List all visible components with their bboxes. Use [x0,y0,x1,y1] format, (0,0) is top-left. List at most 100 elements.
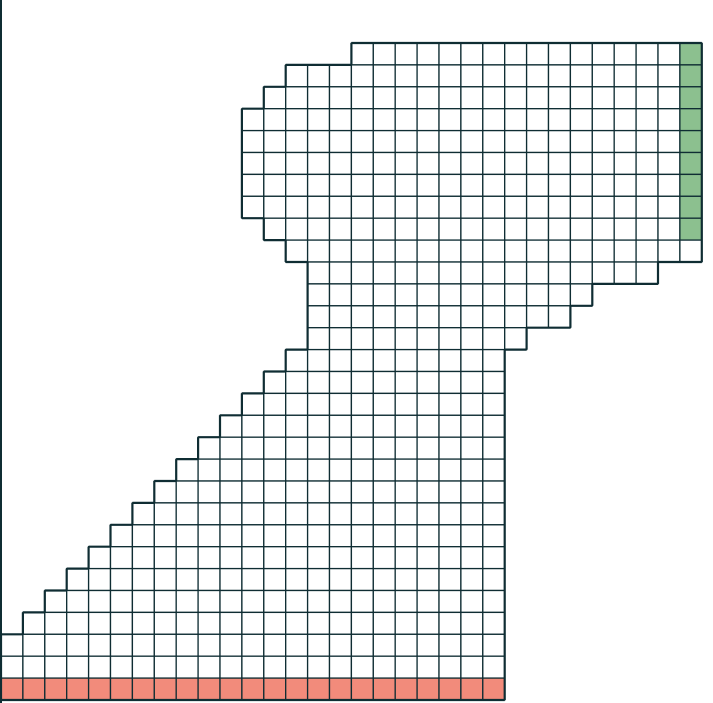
grid-cell [525,305,550,329]
grid-cell [416,151,440,176]
inlet-cell [197,677,221,701]
grid-cell [219,633,243,657]
grid-cell [328,633,353,657]
grid-cell [87,633,112,657]
grid-cell [394,633,418,657]
grid-cell [372,283,396,307]
grid-cell [87,546,112,570]
grid-cell [153,611,177,635]
grid-cell [394,524,418,548]
grid-cell [525,64,550,88]
grid-cell [394,283,418,307]
grid-cell [285,567,309,592]
grid-cell [350,655,374,679]
grid-cell [350,217,374,241]
grid-cell [482,436,506,460]
grid-cell [635,151,659,176]
grid-cell [350,414,374,438]
grid-cell [482,86,506,110]
grid-cell [460,392,484,416]
grid-cell [153,480,177,504]
grid-cell [438,392,462,416]
grid-cell [328,261,353,285]
grid-cell [372,567,396,592]
grid-cell [263,655,287,679]
grid-cell [525,42,550,66]
grid-cell [306,217,331,241]
grid-cell [394,567,418,592]
grid-cell [350,348,374,373]
grid-cell [153,546,177,570]
grid-cell [547,283,572,307]
grid-cell [241,151,265,176]
grid-cell [460,173,484,197]
grid-cell [394,589,418,614]
grid-cell [263,524,287,548]
grid-cell [153,524,177,548]
grid-cell [285,633,309,657]
grid-cell [525,217,550,241]
grid-cell [416,239,440,263]
grid-cell [372,261,396,285]
grid-cell [328,86,353,110]
grid-cell [263,414,287,438]
grid-cell [241,195,265,219]
grid-cell [241,458,265,482]
grid-cell [306,546,331,570]
grid-cell [241,108,265,132]
grid-cell [591,129,615,154]
grid-cell [569,129,593,154]
grid-cell [591,239,615,263]
grid-cell [460,633,484,657]
grid-cell [350,370,374,395]
grid-cell [416,86,440,110]
grid-cell [372,524,396,548]
grid-cell [613,42,637,66]
grid-cell [241,173,265,197]
grid-cell [372,64,396,88]
grid-cell [438,567,462,592]
grid-cell [460,502,484,526]
grid-cell [482,392,506,416]
grid-cell [263,86,287,110]
grid-cell [635,173,659,197]
grid-cell [482,348,506,373]
grid-cell [328,567,353,592]
grid-cell [350,42,374,66]
grid-cell [306,414,331,438]
grid-cell [438,86,462,110]
grid-cell [635,42,659,66]
grid-cell [219,589,243,614]
grid-cell [416,436,440,460]
inlet-cell [372,677,396,701]
grid-cell [482,370,506,395]
grid-cell [504,261,528,285]
grid-cell [525,151,550,176]
grid-cell [438,261,462,285]
grid-cell [482,655,506,679]
grid-cell [350,392,374,416]
grid-cell [328,655,353,679]
grid-cell [285,655,309,679]
grid-cell [306,239,331,263]
grid-cell [372,480,396,504]
grid-cell [328,108,353,132]
grid-cell [525,173,550,197]
inlet-cell [328,677,353,701]
grid-cell [438,655,462,679]
grid-cell [394,655,418,679]
grid-cell [438,283,462,307]
grid-cell [219,567,243,592]
grid-cell [460,458,484,482]
grid-cell [241,611,265,635]
grid-cell [569,151,593,176]
grid-cell [394,108,418,132]
grid-cell [328,64,353,88]
grid-cell [460,108,484,132]
grid-cell [438,436,462,460]
grid-cell [372,370,396,395]
outlet-cell [679,64,703,88]
grid-cell [438,305,462,329]
inlet-cell [44,677,68,701]
grid-cell [394,370,418,395]
